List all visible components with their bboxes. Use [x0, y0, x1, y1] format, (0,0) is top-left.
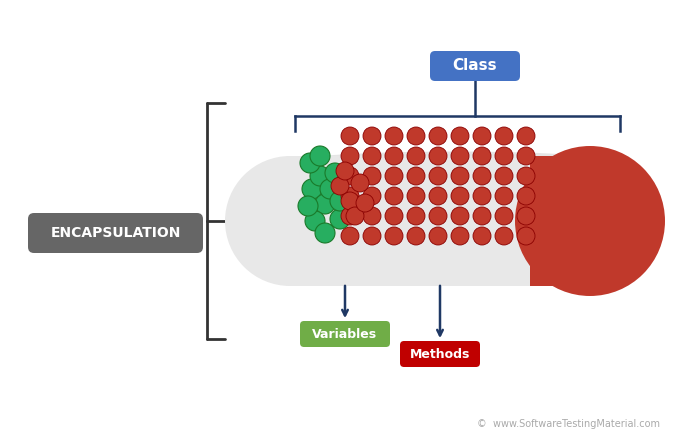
Circle shape	[320, 179, 340, 199]
Circle shape	[407, 227, 425, 245]
Circle shape	[315, 194, 335, 214]
Circle shape	[407, 167, 425, 185]
Circle shape	[517, 207, 535, 225]
Circle shape	[451, 127, 469, 145]
Circle shape	[331, 177, 349, 195]
Circle shape	[385, 207, 403, 225]
Circle shape	[517, 147, 535, 165]
FancyBboxPatch shape	[400, 341, 480, 367]
Circle shape	[429, 187, 447, 205]
Circle shape	[341, 227, 359, 245]
Circle shape	[407, 147, 425, 165]
Circle shape	[473, 227, 491, 245]
Circle shape	[310, 166, 330, 186]
FancyBboxPatch shape	[28, 213, 203, 253]
Circle shape	[363, 187, 381, 205]
Circle shape	[298, 196, 318, 216]
FancyBboxPatch shape	[300, 321, 390, 347]
Circle shape	[325, 163, 345, 183]
Circle shape	[310, 146, 330, 166]
Circle shape	[473, 187, 491, 205]
Circle shape	[385, 167, 403, 185]
Circle shape	[495, 127, 513, 145]
Circle shape	[330, 209, 350, 229]
Circle shape	[341, 127, 359, 145]
Circle shape	[385, 227, 403, 245]
Text: ©  www.SoftwareTestingMaterial.com: © www.SoftwareTestingMaterial.com	[477, 419, 660, 429]
Circle shape	[429, 167, 447, 185]
Circle shape	[429, 147, 447, 165]
Circle shape	[315, 223, 335, 243]
Circle shape	[363, 127, 381, 145]
Circle shape	[363, 227, 381, 245]
Circle shape	[385, 127, 403, 145]
Circle shape	[330, 191, 350, 211]
Circle shape	[356, 194, 374, 212]
Circle shape	[473, 147, 491, 165]
Circle shape	[473, 167, 491, 185]
Circle shape	[302, 179, 322, 199]
Circle shape	[451, 147, 469, 165]
Circle shape	[341, 147, 359, 165]
Text: Methods: Methods	[410, 348, 470, 360]
Wedge shape	[225, 156, 290, 286]
Text: Variables: Variables	[312, 328, 377, 340]
Circle shape	[341, 187, 359, 205]
Circle shape	[351, 174, 369, 192]
Circle shape	[495, 167, 513, 185]
Circle shape	[429, 127, 447, 145]
Circle shape	[451, 167, 469, 185]
Circle shape	[407, 187, 425, 205]
FancyBboxPatch shape	[290, 156, 560, 286]
Circle shape	[517, 227, 535, 245]
Text: Class: Class	[453, 59, 497, 74]
Circle shape	[336, 162, 354, 180]
Ellipse shape	[280, 152, 630, 176]
Circle shape	[346, 207, 364, 225]
Circle shape	[473, 127, 491, 145]
Circle shape	[495, 147, 513, 165]
Text: ENCAPSULATION: ENCAPSULATION	[50, 226, 181, 240]
FancyBboxPatch shape	[530, 156, 590, 286]
Circle shape	[451, 187, 469, 205]
Circle shape	[495, 227, 513, 245]
Circle shape	[363, 147, 381, 165]
Circle shape	[341, 192, 359, 210]
Circle shape	[341, 207, 359, 225]
Circle shape	[517, 167, 535, 185]
FancyBboxPatch shape	[430, 51, 520, 81]
Circle shape	[385, 187, 403, 205]
Circle shape	[385, 147, 403, 165]
Circle shape	[363, 167, 381, 185]
Circle shape	[515, 146, 665, 296]
Circle shape	[451, 207, 469, 225]
Circle shape	[495, 187, 513, 205]
Circle shape	[407, 207, 425, 225]
Circle shape	[305, 211, 325, 231]
Circle shape	[407, 127, 425, 145]
Circle shape	[495, 207, 513, 225]
Circle shape	[300, 153, 320, 173]
Circle shape	[473, 207, 491, 225]
Circle shape	[517, 187, 535, 205]
Circle shape	[429, 227, 447, 245]
Circle shape	[451, 227, 469, 245]
Circle shape	[517, 127, 535, 145]
Circle shape	[429, 207, 447, 225]
Circle shape	[341, 167, 359, 185]
Circle shape	[363, 207, 381, 225]
